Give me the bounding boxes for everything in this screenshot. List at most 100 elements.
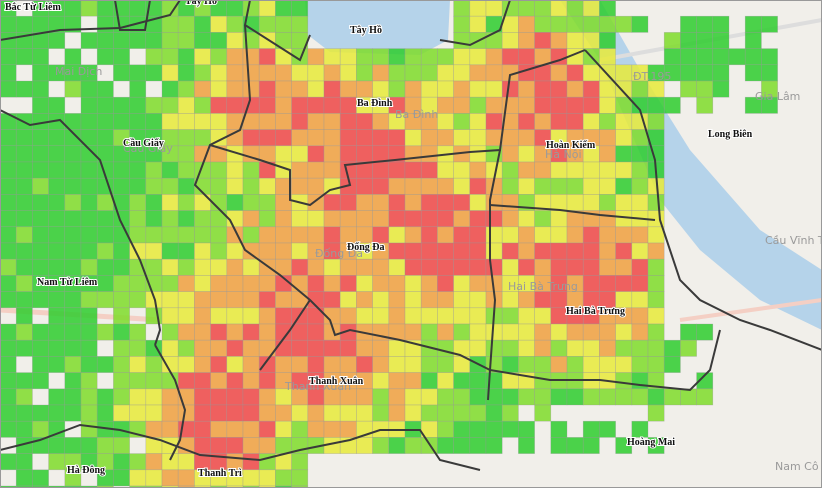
- heat-cell: [291, 129, 309, 147]
- heat-cell: [177, 404, 195, 422]
- heat-cell: [388, 48, 406, 66]
- heat-cell: [582, 226, 600, 244]
- heat-cell: [647, 388, 665, 406]
- heat-cell: [761, 48, 778, 66]
- heat-cell: [582, 32, 600, 49]
- heat-cell: [631, 15, 649, 33]
- heat-cell: [485, 437, 503, 454]
- heat-cell: [194, 32, 211, 49]
- heat-cell: [80, 80, 98, 98]
- heat-cell: [275, 129, 292, 147]
- heat-cell: [129, 0, 147, 17]
- heat-cell: [453, 372, 471, 390]
- district-boundaries: [0, 0, 822, 471]
- heat-cell: [129, 210, 147, 228]
- heat-cell: [80, 177, 98, 195]
- heat-cell: [113, 258, 130, 276]
- heat-cell: [647, 356, 665, 373]
- heat-cell: [15, 469, 33, 487]
- heat-cell: [0, 226, 17, 244]
- heat-cell: [161, 404, 179, 422]
- heat-cell: [356, 291, 373, 309]
- heat-cell: [356, 177, 373, 195]
- heat-cell: [404, 437, 422, 454]
- heat-cell: [372, 177, 390, 195]
- heat-cell: [323, 258, 341, 276]
- heat-cell: [258, 372, 276, 390]
- heat-cell: [420, 161, 438, 179]
- heat-cell: [258, 275, 276, 292]
- heat-cell: [161, 323, 179, 341]
- heat-cell: [420, 145, 438, 163]
- heat-cell: [550, 0, 568, 17]
- heat-cell: [518, 161, 535, 179]
- heat-cell: [145, 96, 163, 114]
- heat-cell: [404, 226, 422, 244]
- heat-cell: [453, 242, 471, 260]
- heat-cell: [647, 339, 665, 357]
- heat-cell: [453, 275, 471, 292]
- heat-cell: [113, 242, 130, 260]
- heat-cell: [680, 64, 697, 82]
- lake: [305, 0, 450, 55]
- heat-cell: [226, 323, 244, 341]
- heat-cell: [15, 291, 33, 309]
- heat-cell: [96, 323, 114, 341]
- heat-cell: [194, 113, 211, 130]
- heat-cell: [372, 307, 390, 325]
- heat-cell: [404, 323, 422, 341]
- heat-cell: [680, 323, 697, 341]
- heat-cell: [210, 437, 228, 454]
- heat-cell: [48, 96, 66, 114]
- heat-cell: [177, 177, 195, 195]
- heat-cell: [372, 291, 390, 309]
- heat-cell: [404, 275, 422, 292]
- heat-cell: [453, 48, 471, 66]
- heat-cell: [129, 356, 147, 373]
- heat-cell: [242, 80, 260, 98]
- heat-cell: [469, 129, 487, 147]
- heat-cell: [96, 48, 114, 66]
- heat-cell: [226, 161, 244, 179]
- heat-cell: [145, 64, 163, 82]
- heat-cell: [242, 226, 260, 244]
- basemap-label: Cầu Vĩnh Tuy: [765, 234, 822, 247]
- heat-cell: [177, 161, 195, 179]
- heat-cell: [32, 356, 49, 373]
- heat-cell: [420, 129, 438, 147]
- heat-cell: [534, 226, 552, 244]
- heat-cell: [485, 80, 503, 98]
- heat-cell: [242, 129, 260, 147]
- heat-cell: [582, 0, 600, 17]
- heat-cell: [113, 307, 130, 325]
- heat-cell: [599, 242, 616, 260]
- heat-cell: [518, 210, 535, 228]
- heat-cell: [258, 323, 276, 341]
- heat-cell: [210, 420, 228, 438]
- heat-cell: [550, 323, 568, 341]
- heat-cell: [663, 388, 681, 406]
- heat-cell: [647, 242, 665, 260]
- heat-cell: [258, 15, 276, 33]
- heat-cell: [453, 210, 471, 228]
- heat-cell: [275, 210, 292, 228]
- heat-cell: [48, 226, 66, 244]
- heat-cell: [113, 469, 130, 487]
- heat-cell: [663, 339, 681, 357]
- heat-cell: [242, 210, 260, 228]
- heat-cell: [437, 194, 454, 211]
- heat-cell: [32, 194, 49, 211]
- heat-cell: [566, 161, 584, 179]
- heat-cell: [145, 161, 163, 179]
- heat-cell: [48, 194, 66, 211]
- heat-cell: [728, 48, 746, 66]
- heat-cell: [453, 177, 471, 195]
- heat-cell: [469, 291, 487, 309]
- heat-cell: [631, 80, 649, 98]
- heat-cell: [291, 161, 309, 179]
- heat-cell: [518, 258, 535, 276]
- heat-cell: [566, 242, 584, 260]
- heat-cell: [388, 64, 406, 82]
- heat-cell: [582, 242, 600, 260]
- heat-cell: [453, 420, 471, 438]
